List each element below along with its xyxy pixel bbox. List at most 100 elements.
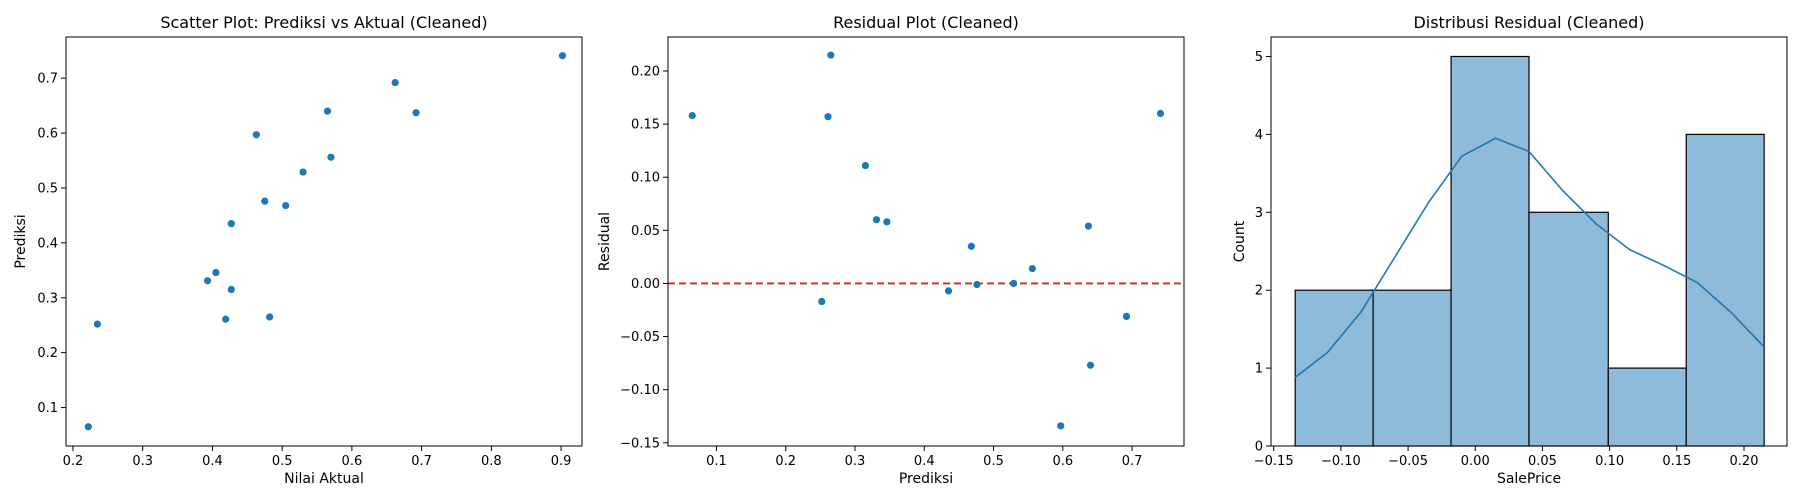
data-point [973, 280, 981, 289]
x-tick-label: 0.7 [1122, 454, 1143, 469]
data-point [252, 131, 260, 139]
axes-frame [65, 36, 583, 447]
data-point [227, 285, 235, 294]
x-tick-label: 0.2 [775, 454, 796, 469]
y-tick-label: 0.4 [37, 236, 58, 251]
x-tick-label: 0.15 [1662, 454, 1691, 469]
x-tick-label: 0.3 [132, 454, 153, 469]
data-point [558, 52, 567, 60]
y-axis-label: Prediksi [13, 214, 29, 268]
data-point [227, 220, 235, 228]
axes-frame [1270, 36, 1788, 447]
x-tick-label: 0.00 [1461, 454, 1490, 469]
y-tick-label: 0.3 [37, 291, 58, 306]
y-tick-label: 0 [1255, 440, 1263, 455]
data-point [1122, 312, 1131, 320]
data-point [412, 109, 420, 117]
data-point [93, 320, 101, 328]
chart-title: Scatter Plot: Prediksi vs Aktual (Cleane… [160, 13, 487, 32]
data-point [818, 297, 826, 306]
histogram-bar [1607, 367, 1687, 447]
x-axis-label: SalePrice [1497, 471, 1561, 487]
kde-curve [1294, 137, 1765, 379]
data-point [212, 268, 220, 277]
data-point [1057, 422, 1065, 430]
data-point [872, 216, 881, 224]
x-axis-label: Nilai Aktual [284, 471, 364, 487]
chart-title: Residual Plot (Cleaned) [833, 13, 1019, 32]
x-tick-label: −0.15 [1254, 454, 1294, 469]
x-tick-label: 0.9 [551, 454, 572, 469]
x-tick-label: −0.05 [1388, 454, 1428, 469]
x-tick-label: 0.2 [63, 454, 84, 469]
data-point [282, 201, 290, 210]
histogram-panel: Distribusi Residual (Cleaned) SalePrice … [1232, 13, 1788, 487]
data-point [1010, 279, 1018, 288]
y-tick-label: 0.6 [37, 127, 58, 142]
data-point [299, 168, 307, 176]
data-point [391, 78, 399, 87]
x-tick-label: 0.4 [202, 454, 223, 469]
y-tick-label: 0.2 [37, 346, 58, 361]
data-point [1156, 109, 1165, 118]
data-point [222, 315, 230, 323]
data-point [1086, 361, 1095, 369]
residual-panel: Residual Plot (Cleaned) Prediksi Residua… [597, 13, 1185, 487]
data-point [824, 113, 832, 121]
data-point [967, 242, 975, 250]
x-axis-label: Prediksi [899, 471, 953, 487]
y-tick-label: 0.7 [37, 72, 58, 87]
data-point [261, 197, 269, 205]
x-tick-label: 0.10 [1595, 454, 1624, 469]
histogram-bar [1685, 133, 1765, 447]
data-point [327, 153, 335, 161]
x-tick-label: 0.20 [1730, 454, 1759, 469]
x-tick-label: 0.8 [481, 454, 502, 469]
y-tick-label: 0.15 [631, 118, 660, 133]
data-point [1084, 222, 1093, 230]
y-tick-label: 5 [1255, 50, 1263, 65]
x-tick-label: 0.05 [1528, 454, 1557, 469]
histogram-bar [1450, 55, 1530, 447]
y-tick-label: 4 [1255, 128, 1263, 143]
data-point [883, 218, 891, 226]
y-tick-label: 3 [1255, 206, 1263, 221]
axes-frame [667, 36, 1185, 447]
y-tick-label: 0.05 [631, 224, 660, 239]
y-tick-label: 0.00 [631, 277, 660, 292]
y-axis-label: Count [1232, 220, 1248, 262]
data-point [266, 313, 274, 321]
x-tick-label: 0.5 [272, 454, 293, 469]
data-point [323, 107, 332, 115]
y-tick-label: 1 [1255, 362, 1263, 377]
y-tick-label: 0.1 [37, 401, 58, 416]
data-point [1028, 264, 1036, 273]
data-point [203, 277, 212, 285]
x-tick-label: 0.6 [1052, 454, 1073, 469]
x-tick-label: 0.5 [983, 454, 1004, 469]
x-tick-label: 0.7 [411, 454, 432, 469]
x-tick-label: 0.4 [914, 454, 935, 469]
data-point [827, 51, 835, 59]
chart-title: Distribusi Residual (Cleaned) [1413, 13, 1644, 32]
data-point [688, 112, 696, 120]
x-tick-label: 0.3 [845, 454, 866, 469]
y-tick-label: −0.10 [620, 383, 660, 398]
y-axis-label: Residual [597, 212, 613, 271]
y-tick-label: −0.15 [620, 436, 660, 451]
data-point [944, 287, 953, 295]
x-tick-label: −0.10 [1321, 454, 1361, 469]
data-point [861, 161, 869, 170]
scatter-panel: Scatter Plot: Prediksi vs Aktual (Cleane… [13, 13, 583, 487]
y-tick-label: 0.10 [631, 171, 660, 186]
data-point [84, 423, 92, 431]
histogram-bar [1528, 211, 1609, 447]
histogram-bar [1372, 289, 1452, 447]
x-tick-label: 0.1 [706, 454, 727, 469]
y-tick-label: −0.05 [620, 330, 660, 345]
y-tick-label: 0.5 [37, 181, 58, 196]
x-tick-label: 0.6 [342, 454, 363, 469]
y-tick-label: 0.20 [631, 64, 660, 79]
